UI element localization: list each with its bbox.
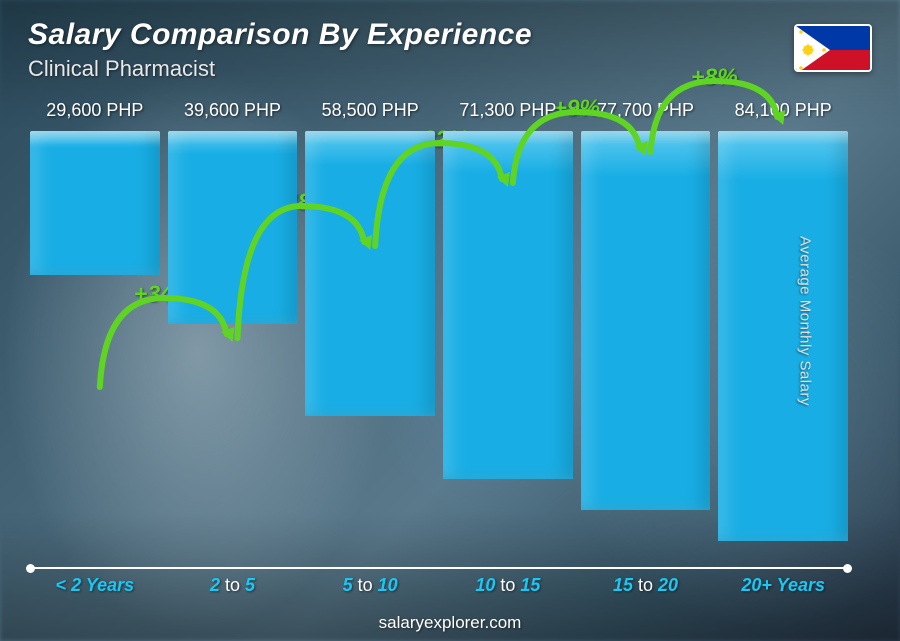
bar-value-label: 39,600 PHP	[184, 100, 281, 121]
bar	[581, 131, 711, 510]
x-axis-label: 2 to 5	[168, 575, 298, 605]
chart-baseline	[30, 567, 848, 569]
bar-value-label: 29,600 PHP	[46, 100, 143, 121]
x-axis-label: 20+ Years	[718, 575, 848, 605]
footer-attribution: salaryexplorer.com	[0, 613, 900, 633]
bar-slot: 77,700 PHP	[581, 100, 711, 569]
bar	[168, 131, 298, 324]
bar-value-label: 84,100 PHP	[735, 100, 832, 121]
bar-slot: 71,300 PHP	[443, 100, 573, 569]
bar	[443, 131, 573, 479]
bar-value-label: 77,700 PHP	[597, 100, 694, 121]
bar-value-label: 58,500 PHP	[322, 100, 419, 121]
bar	[30, 131, 160, 275]
x-axis-label: 15 to 20	[581, 575, 711, 605]
page-title: Salary Comparison By Experience	[28, 18, 532, 52]
page-subtitle: Clinical Pharmacist	[28, 56, 532, 82]
bar	[718, 131, 848, 541]
x-axis-label: 10 to 15	[443, 575, 573, 605]
bar-chart: 29,600 PHP 39,600 PHP 58,500 PHP 71,300 PHP…	[30, 100, 848, 569]
bar-value-label: 71,300 PHP	[459, 100, 556, 121]
bar-slot: 84,100 PHP	[718, 100, 848, 569]
x-axis-label: < 2 Years	[30, 575, 160, 605]
y-axis-label: Average Monthly Salary	[797, 236, 814, 406]
x-axis-label: 5 to 10	[305, 575, 435, 605]
philippines-flag-icon	[794, 24, 872, 72]
bar-slot: 29,600 PHP	[30, 100, 160, 569]
bar	[305, 131, 435, 416]
percent-change-label: +8%	[691, 64, 738, 91]
header: Salary Comparison By Experience Clinical…	[28, 18, 532, 82]
bar-slot: 39,600 PHP	[168, 100, 298, 569]
x-axis-labels: < 2 Years 2 to 55 to 10 10 to 15 15 to 2020…	[30, 575, 848, 605]
bar-slot: 58,500 PHP	[305, 100, 435, 569]
